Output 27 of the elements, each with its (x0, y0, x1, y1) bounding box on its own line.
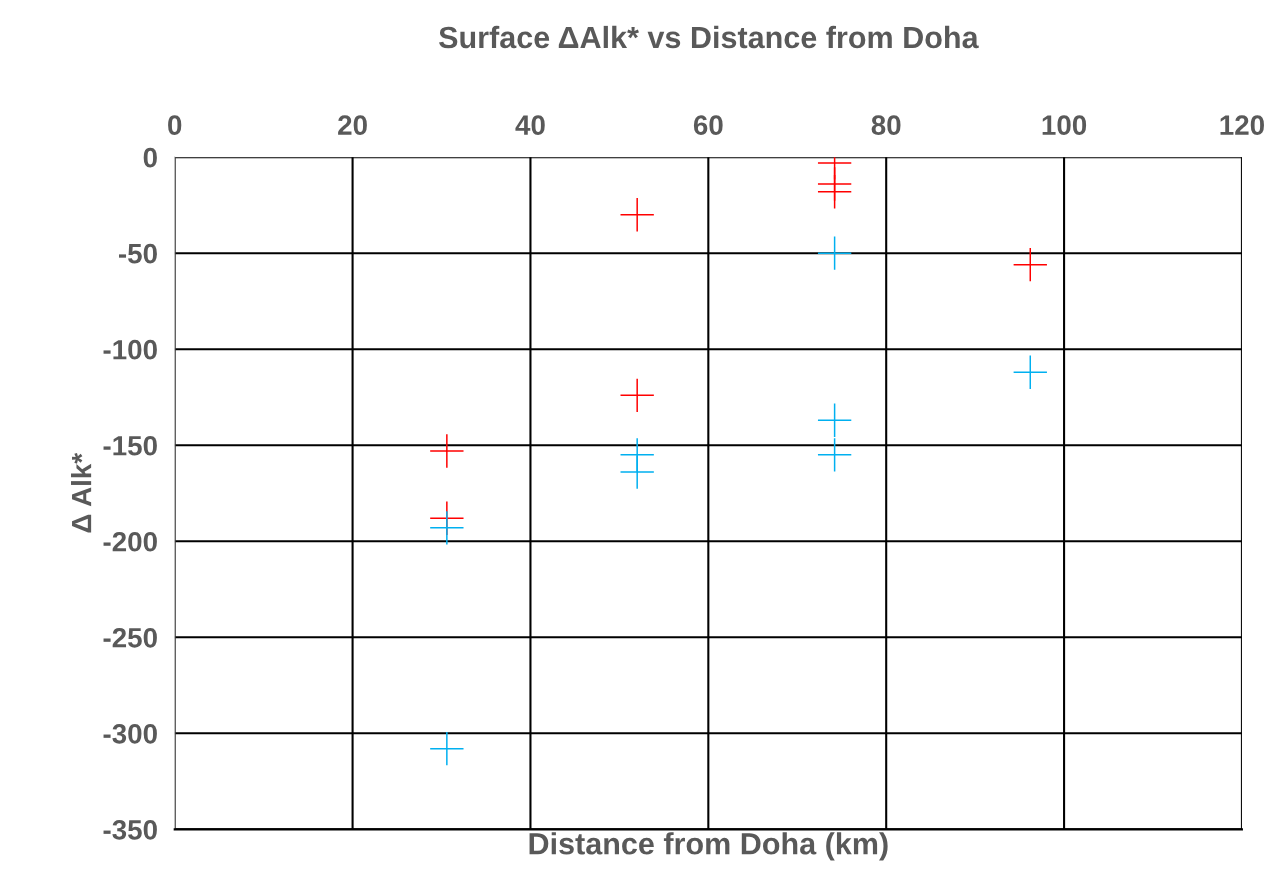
y-tick-label: -150 (103, 435, 157, 456)
x-tick-label: 0 (168, 115, 182, 135)
y-tick-label: 0 (143, 147, 157, 168)
point (620, 455, 654, 489)
point (620, 198, 654, 232)
x-axis-title: Distance from Doha (km) (529, 832, 888, 861)
y-tick-label: -300 (103, 723, 157, 744)
point (1013, 355, 1047, 389)
point (817, 438, 852, 472)
chart-title: Surface ΔAlk* vs Distance from Doha (439, 25, 979, 49)
y-axis-title: Δ Alk* (71, 452, 92, 533)
y-tick-label: -50 (118, 243, 157, 264)
x-tick-label: 40 (515, 115, 545, 135)
point (430, 511, 464, 545)
x-tick-label: 20 (338, 115, 367, 135)
point (430, 434, 464, 468)
point (817, 236, 852, 270)
x-tick-label: 80 (871, 115, 901, 135)
point (620, 378, 654, 412)
point (430, 732, 464, 766)
y-tick-label: -350 (103, 820, 157, 840)
y-tick-label: -200 (103, 531, 157, 552)
x-tick-label: 100 (1042, 115, 1087, 135)
x-tick-label: 60 (693, 115, 723, 135)
y-tick-label: -250 (103, 627, 157, 648)
y-tick-label: -100 (103, 339, 157, 360)
x-tick-label: 120 (1220, 115, 1264, 135)
